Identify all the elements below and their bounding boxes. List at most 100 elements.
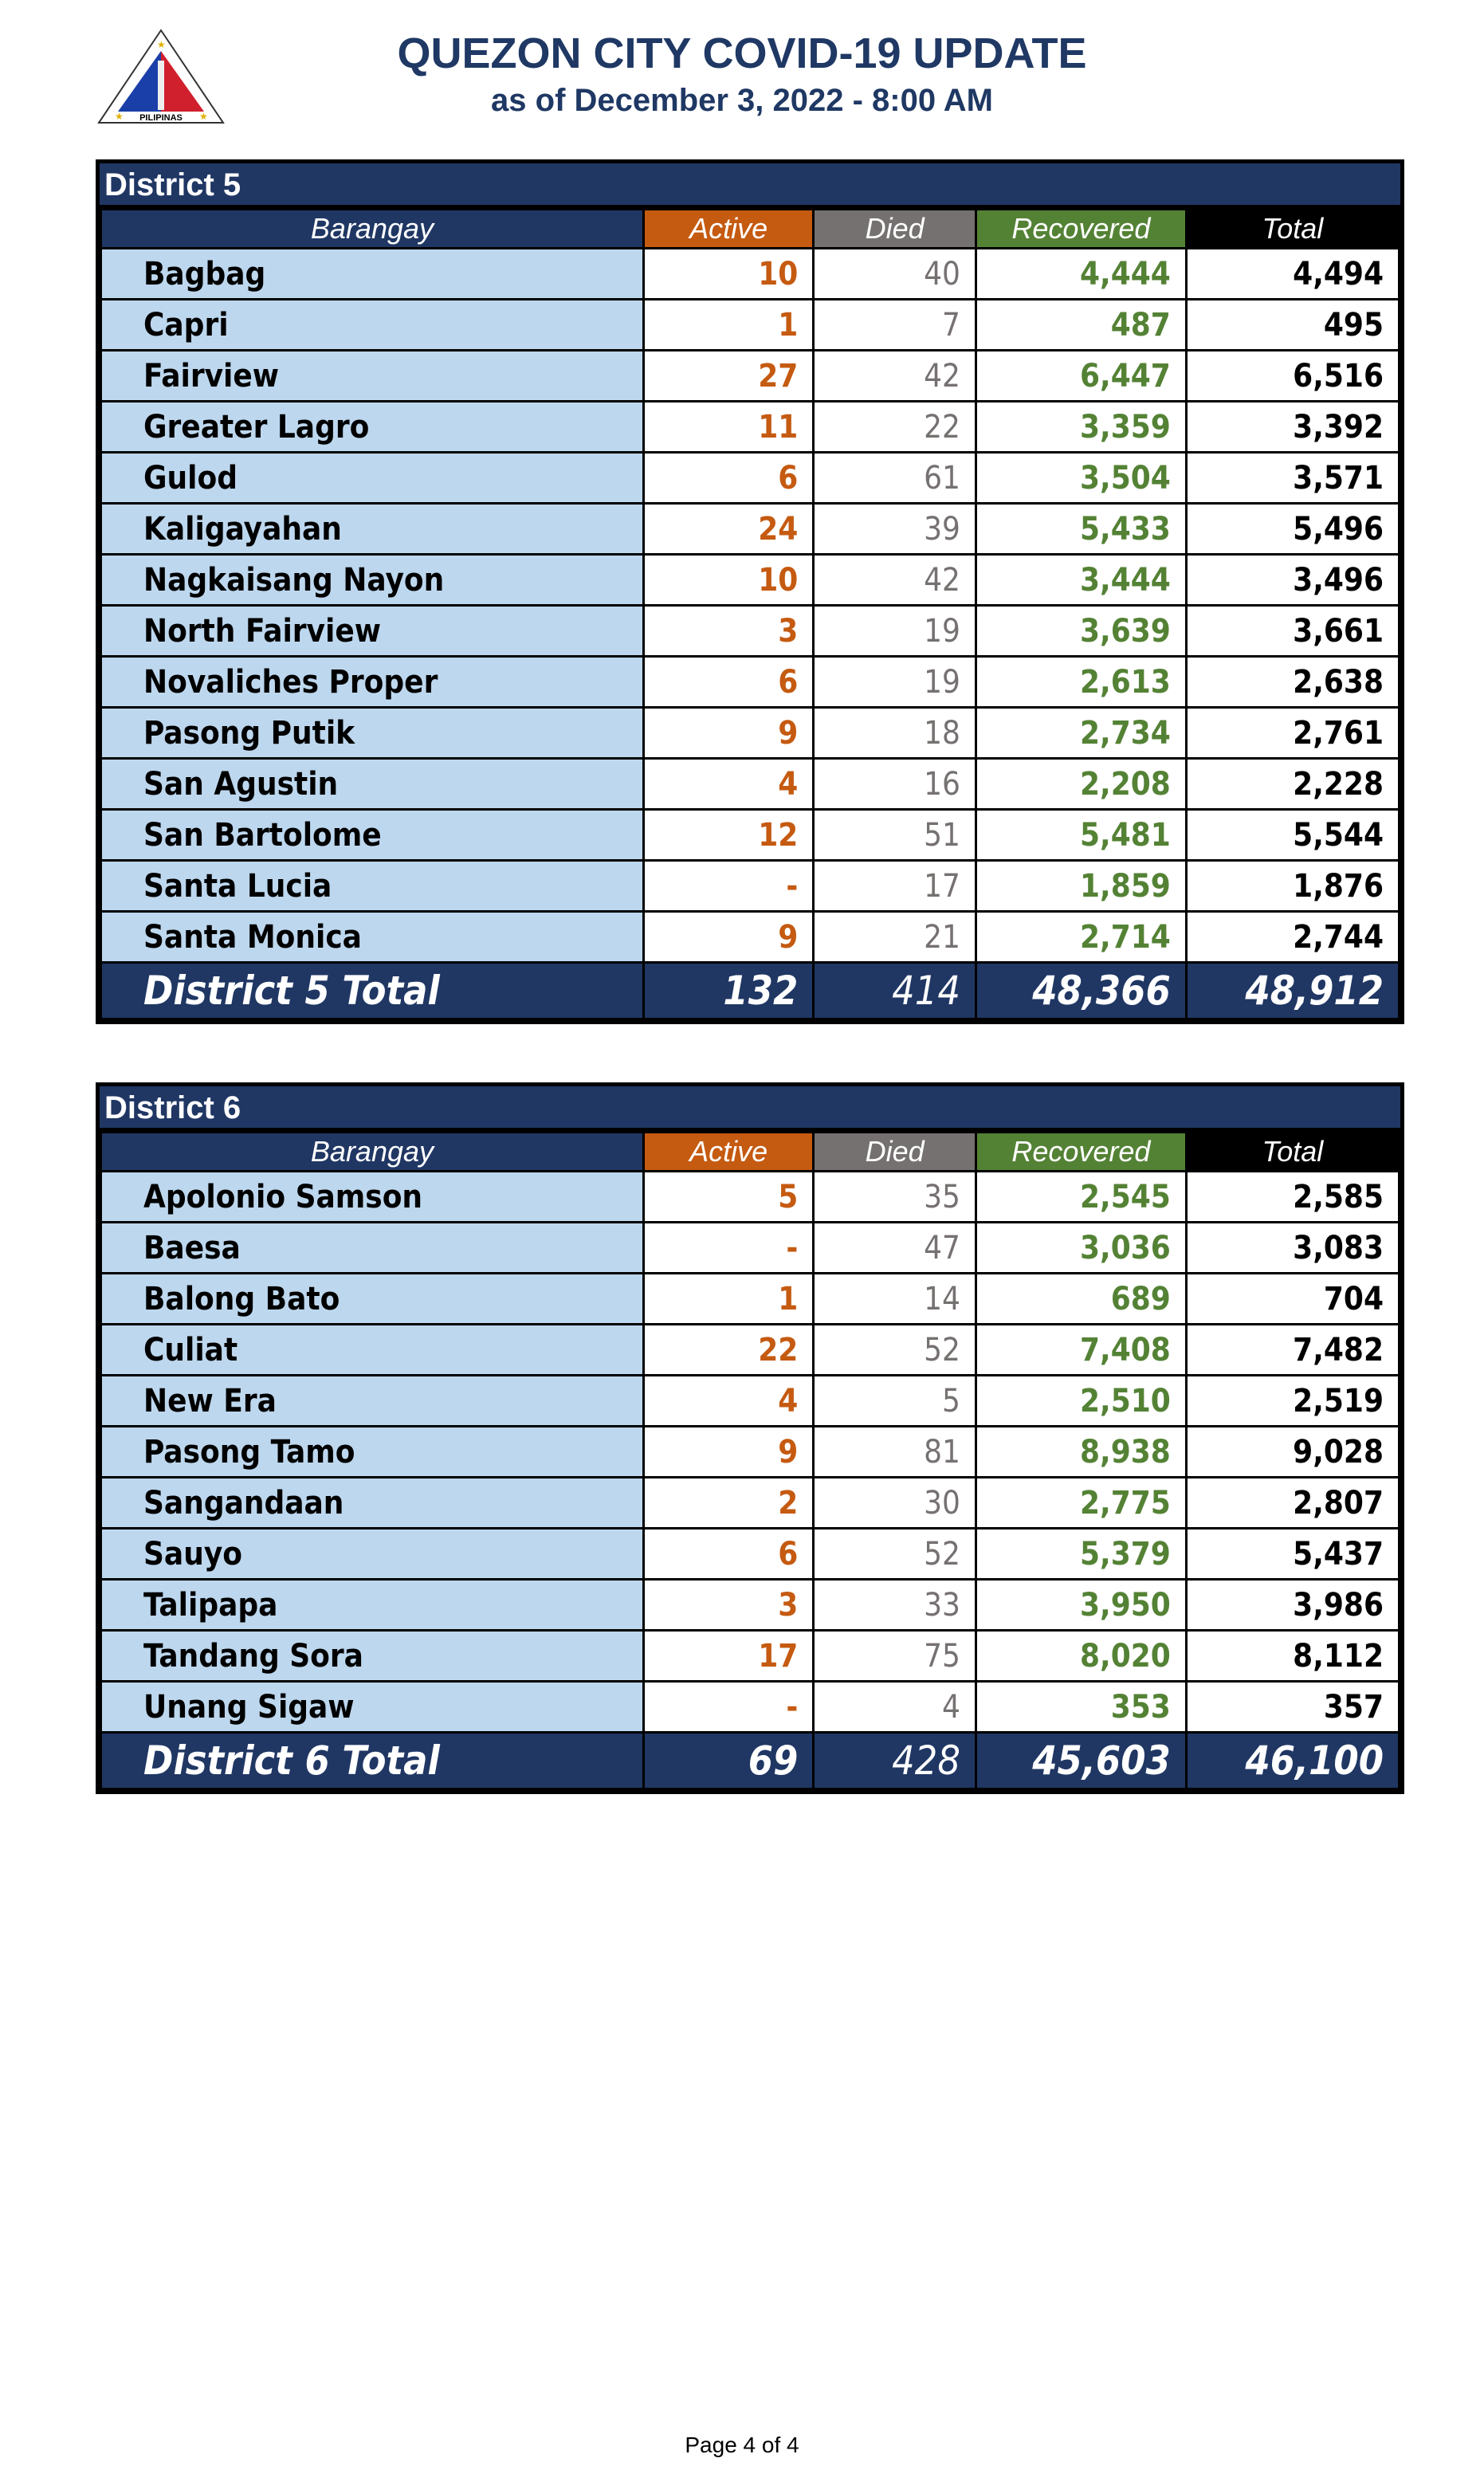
district-5-table: District 5 Barangay Active Died Recovered Tot… (96, 159, 1404, 1024)
cell-active: 10 (642, 247, 815, 300)
cell-died: 39 (812, 502, 977, 556)
cell-recovered: 7,408 (974, 1323, 1188, 1376)
table-row: Nagkaisang Nayon 10 42 3,444 3,496 (100, 553, 1401, 607)
cell-total: 4,494 (1184, 247, 1401, 300)
cell-total: 2,638 (1184, 655, 1401, 709)
cell-active: 1 (642, 1272, 815, 1325)
cell-died: 19 (812, 655, 977, 709)
cell-barangay: Apolonio Samson (100, 1170, 645, 1223)
cell-active: 9 (642, 1425, 815, 1478)
table-row: Apolonio Samson 5 35 2,545 2,585 (100, 1170, 1401, 1223)
cell-died: 4 (812, 1680, 977, 1734)
cell-total: 2,519 (1184, 1374, 1401, 1427)
column-header-active: Active (642, 208, 815, 249)
cell-died: 17 (812, 859, 977, 913)
cell-total: 3,661 (1184, 604, 1401, 658)
table-row: Santa Lucia -17 1,859 1,876 (100, 859, 1401, 913)
cell-recovered: 8,020 (974, 1629, 1188, 1683)
total-cell-died: 414 (812, 961, 977, 1020)
cell-barangay: Balong Bato (100, 1272, 645, 1325)
cell-barangay: Santa Monica (100, 910, 645, 964)
cell-recovered: 3,950 (974, 1578, 1188, 1632)
cell-active: 24 (642, 502, 815, 556)
cell-recovered: 8,938 (974, 1425, 1188, 1478)
table-row: Tandang Sora 17 75 8,020 8,112 (100, 1629, 1401, 1683)
table-row: Santa Monica 9 21 2,714 2,744 (100, 910, 1401, 964)
cell-total: 1,876 (1184, 859, 1401, 913)
table-row: Sauyo 6 52 5,379 5,437 (100, 1527, 1401, 1581)
table-row: San Agustin 4 16 2,208 2,228 (100, 757, 1401, 811)
svg-text:★: ★ (157, 39, 166, 50)
cell-died: 21 (812, 910, 977, 964)
cell-active: 1 (642, 298, 815, 351)
cell-died: 47 (812, 1221, 977, 1274)
cell-died: 18 (812, 706, 977, 760)
table-row: Novaliches Proper 6 19 2,613 2,638 (100, 655, 1401, 709)
total-cell-label: District 5 Total (100, 961, 645, 1020)
cell-total: 7,482 (1184, 1323, 1401, 1376)
table-row: Culiat 22 52 7,408 7,482 (100, 1323, 1401, 1376)
cell-barangay: Pasong Tamo (100, 1425, 645, 1478)
cell-died: 42 (812, 349, 977, 402)
table-row: Pasong Putik 9 18 2,734 2,761 (100, 706, 1401, 760)
cell-total: 2,744 (1184, 910, 1401, 964)
cell-active: 2 (642, 1476, 815, 1529)
cell-recovered: 3,504 (974, 451, 1188, 505)
cell-recovered: 2,545 (974, 1170, 1188, 1223)
cell-barangay: Greater Lagro (100, 400, 645, 454)
cell-barangay: Capri (100, 298, 645, 351)
cell-barangay: Gulod (100, 451, 645, 505)
cell-recovered: 2,734 (974, 706, 1188, 760)
column-header-died: Died (812, 1131, 977, 1172)
cell-died: 33 (812, 1578, 977, 1632)
table-row: North Fairview 3 19 3,639 3,661 (100, 604, 1401, 658)
cell-active: 10 (642, 553, 815, 607)
table-row: Capri 1 7 487 495 (100, 298, 1401, 351)
cell-barangay: Nagkaisang Nayon (100, 553, 645, 607)
cell-total: 495 (1184, 298, 1401, 351)
cell-total: 704 (1184, 1272, 1401, 1325)
table-row: San Bartolome 12 51 5,481 5,544 (100, 808, 1401, 862)
cell-died: 16 (812, 757, 977, 811)
cell-recovered: 2,775 (974, 1476, 1188, 1529)
table-row: Greater Lagro 11 22 3,359 3,392 (100, 400, 1401, 454)
column-header-recovered: Recovered (974, 1131, 1188, 1172)
table-row: Sangandaan 2 30 2,775 2,807 (100, 1476, 1401, 1529)
cell-active: 17 (642, 1629, 815, 1683)
cell-active: 11 (642, 400, 815, 454)
cell-recovered: 1,859 (974, 859, 1188, 913)
cell-barangay: Baesa (100, 1221, 645, 1274)
cell-total: 8,112 (1184, 1629, 1401, 1683)
total-cell-recovered: 48,366 (974, 961, 1188, 1020)
cell-barangay: Talipapa (100, 1578, 645, 1632)
cell-recovered: 3,359 (974, 400, 1188, 454)
cell-died: 40 (812, 247, 977, 300)
district-table: Barangay Active Died Recovered Total Apolonio… (100, 1131, 1401, 1790)
column-header-barangay: Barangay (100, 1131, 645, 1172)
svg-text:★: ★ (199, 111, 208, 122)
cell-total: 3,083 (1184, 1221, 1401, 1274)
table-row: Fairview 27 42 6,447 6,516 (100, 349, 1401, 402)
cell-died: 81 (812, 1425, 977, 1478)
cell-recovered: 2,208 (974, 757, 1188, 811)
cell-active: 22 (642, 1323, 815, 1376)
total-cell-active: 132 (642, 961, 815, 1020)
column-header-total: Total (1184, 208, 1401, 249)
cell-total: 2,807 (1184, 1476, 1401, 1529)
district-title: District 6 (100, 1086, 1400, 1128)
cell-recovered: 689 (974, 1272, 1188, 1325)
cell-total: 2,585 (1184, 1170, 1401, 1223)
district-total-row: District 6 Total 69 428 45,603 46,100 (100, 1731, 1401, 1790)
svg-text:★: ★ (115, 111, 124, 122)
svg-text:PILIPINAS: PILIPINAS (139, 113, 183, 123)
table-row: Pasong Tamo 9 81 8,938 9,028 (100, 1425, 1401, 1478)
district-table: Barangay Active Died Recovered Total Bagbag 10… (100, 208, 1401, 1020)
cell-died: 61 (812, 451, 977, 505)
cell-active: 6 (642, 1527, 815, 1581)
cell-barangay: North Fairview (100, 604, 645, 658)
cell-barangay: Tandang Sora (100, 1629, 645, 1683)
table-row: New Era 4 5 2,510 2,519 (100, 1374, 1401, 1427)
cell-active: 9 (642, 910, 815, 964)
cell-barangay: San Agustin (100, 757, 645, 811)
quezon-city-seal-logo: PILIPINAS ★ ★ ★ (97, 29, 225, 124)
